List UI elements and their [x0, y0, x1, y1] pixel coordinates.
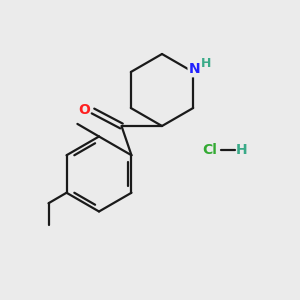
Text: H: H: [236, 143, 247, 157]
Text: N: N: [189, 62, 200, 76]
Text: O: O: [79, 103, 91, 116]
Text: H: H: [201, 57, 211, 70]
Text: Cl: Cl: [202, 143, 217, 157]
